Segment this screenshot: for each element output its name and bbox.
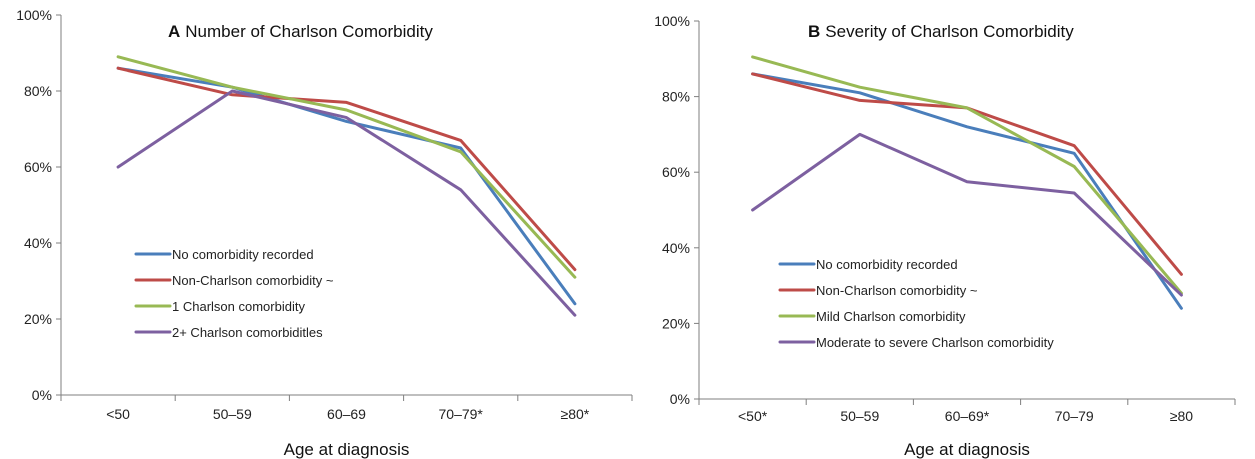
legend-label: 2+ Charlson comorbiditles xyxy=(172,325,323,340)
series-line-1 xyxy=(116,66,577,306)
x-tick-label: <50* xyxy=(738,408,768,424)
y-tick-label: 60% xyxy=(24,159,52,175)
series-line-4 xyxy=(116,89,577,317)
x-tick-label: <50 xyxy=(106,406,130,422)
y-tick-label: 20% xyxy=(24,311,52,327)
x-tick-label: 50–59 xyxy=(213,406,252,422)
y-tick-label: 20% xyxy=(662,315,690,331)
x-axis-title: Age at diagnosis xyxy=(904,440,1030,459)
series-line-2 xyxy=(751,72,1183,276)
chart-title: B Severity of Charlson Comorbidity xyxy=(808,22,1074,41)
chart-panel-b: 0% 20% 40% 60% 80% 100% <50* 50–59 60–69* 70–79 ≥8… xyxy=(654,13,1236,459)
panel-letter: A xyxy=(168,22,180,41)
x-tick-label: 70–79 xyxy=(1055,408,1094,424)
legend-label: Mild Charlson comorbidity xyxy=(816,309,966,324)
legend-label: Moderate to severe Charlson comorbidity xyxy=(816,335,1054,350)
y-tick-label: 40% xyxy=(662,240,690,256)
legend: No comorbidity recorded Non-Charlson como… xyxy=(778,257,1054,350)
series-line-1 xyxy=(751,72,1183,310)
x-tick-label: 60–69* xyxy=(945,408,990,424)
series-line-3 xyxy=(116,55,577,279)
x-tick-label: 70–79* xyxy=(439,406,484,422)
y-tick-label: 100% xyxy=(16,7,52,23)
legend-label: 1 Charlson comorbidity xyxy=(172,299,305,314)
y-tick-label: 100% xyxy=(654,13,690,29)
chart-title: A Number of Charlson Comorbidity xyxy=(168,22,433,41)
x-tick-label: 60–69 xyxy=(327,406,366,422)
legend-label: Non-Charlson comorbidity ~ xyxy=(816,283,978,298)
series-line-3 xyxy=(751,55,1183,295)
x-tick-label: 50–59 xyxy=(840,408,879,424)
title-text: Number of Charlson Comorbidity xyxy=(185,22,433,41)
legend-label: No comorbidity recorded xyxy=(816,257,958,272)
y-tick-label: 0% xyxy=(670,391,690,407)
y-tick-label: 60% xyxy=(662,164,690,180)
legend-label: Non-Charlson comorbidity ~ xyxy=(172,273,334,288)
x-tick-label: ≥80 xyxy=(1170,408,1193,424)
legend-label: No comorbidity recorded xyxy=(172,247,314,262)
series-line-2 xyxy=(116,66,577,272)
y-tick-label: 0% xyxy=(32,387,52,403)
series-line-4 xyxy=(751,132,1183,297)
x-axis-title: Age at diagnosis xyxy=(284,440,410,459)
chart-panel-a: 0% 20% 40% 60% 80% 100% <50 50–59 60–69 70–79* ≥80… xyxy=(16,7,633,459)
x-tick-label: ≥80* xyxy=(561,406,590,422)
y-tick-label: 80% xyxy=(24,83,52,99)
legend: No comorbidity recorded Non-Charlson como… xyxy=(134,247,334,340)
y-tick-label: 40% xyxy=(24,235,52,251)
panel-letter: B xyxy=(808,22,820,41)
title-text: Severity of Charlson Comorbidity xyxy=(825,22,1074,41)
y-tick-label: 80% xyxy=(662,89,690,105)
